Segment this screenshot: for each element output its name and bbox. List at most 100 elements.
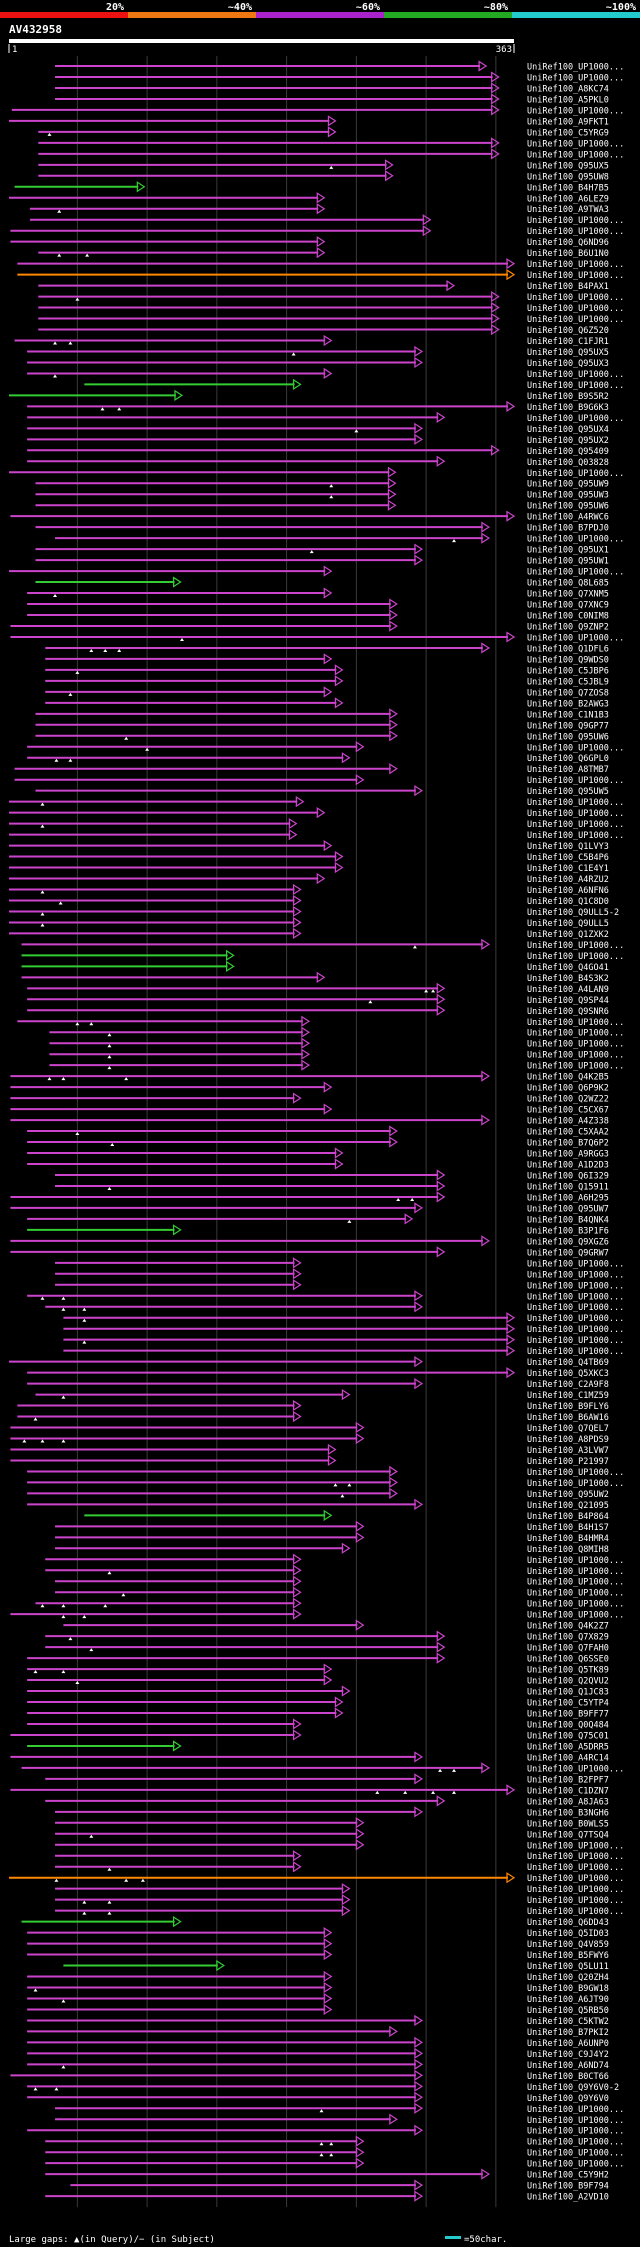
hit-arrowhead [301,1048,311,1060]
hit-arrowhead [292,378,302,391]
hit-arrowhead [334,675,344,687]
hit-row: UniRef100_UP1000... [21,949,624,962]
hit-label: UniRef100_UP1000... [527,1336,624,1346]
query-gap-marker [107,1055,112,1059]
hit-label: UniRef100_A3LVW7 [527,1446,609,1456]
query-gap-marker [291,352,296,356]
hit-label: UniRef100_B9FF77 [527,1710,609,1720]
query-gap-marker [47,1077,52,1081]
query-gap-marker [61,1999,66,2003]
hit-row: UniRef100_C5XAA2 [27,1125,609,1138]
hit-row: UniRef100_A9RGG3 [27,1147,609,1160]
hit-label: UniRef100_UP1000... [527,1611,624,1621]
hit-label: UniRef100_Q4TB69 [527,1358,609,1368]
hit-label: UniRef100_B4QNK4 [527,1215,609,1225]
hit-arrowhead [491,82,500,94]
query-gap-marker [117,407,122,411]
hit-label: UniRef100_C5Y9H2 [527,2171,609,2181]
hit-arrowhead [323,1081,333,1093]
hit-label: UniRef100_UP1000... [527,1907,624,1917]
hit-label: UniRef100_UP1000... [527,2149,624,2159]
hit-label: UniRef100_UP1000... [527,1578,624,1588]
hit-row: UniRef100_UP1000... [9,818,624,830]
hit-arrowhead [481,521,490,533]
hit-arrowhead [506,258,516,270]
hit-row: UniRef100_A4Z338 [10,1114,609,1127]
hit-row: UniRef100_B9FLY6 [17,1399,609,1412]
hit-label: UniRef100_Q7ZOS8 [527,688,609,698]
hit-row: UniRef100_Q5XKC3 [27,1367,609,1379]
hit-row: UniRef100_UP1000... [17,1015,624,1028]
hit-arrowhead [172,1224,182,1236]
hit-row: UniRef100_UP1000... [38,137,624,149]
hit-label: UniRef100_UP1000... [527,315,624,325]
hit-label: UniRef100_Q9GRW7 [527,1248,609,1258]
query-gap-marker [61,1077,66,1081]
hit-label: UniRef100_A2VD10 [527,2193,609,2203]
hit-arrowhead [341,1388,351,1401]
hit-label: UniRef100_A8KC74 [527,84,609,94]
query-gap-marker [424,989,429,993]
hit-row: UniRef100_A2VD10 [45,2190,609,2203]
hit-arrowhead [414,356,424,369]
query-gap-marker [89,1648,94,1652]
hit-row: UniRef100_A6JT90 [27,1992,609,2005]
hit-row: UniRef100_B9F794 [70,2179,609,2192]
hit-label: UniRef100_C5YTP4 [527,1699,609,1709]
hit-row: UniRef100_UP1000... [9,1872,624,1884]
hit-label: UniRef100_Q95409 [527,447,609,457]
hit-arrowhead [295,796,305,808]
hit-label: UniRef100_Q9GP77 [527,721,609,731]
hit-arrowhead [323,1948,333,1961]
hit-arrowhead [414,1773,424,1785]
hit-label: UniRef100_A6H295 [527,1193,609,1203]
hit-arrowhead [414,345,424,358]
hit-row: UniRef100_B9G6K3 [27,400,609,413]
hit-label: UniRef100_C5B4P6 [527,853,609,863]
query-gap-marker [57,253,62,257]
hit-arrowhead [323,686,333,698]
hit-label: UniRef100_UP1000... [527,1589,624,1599]
hit-row: UniRef100_A6H295 [10,1191,609,1203]
hit-label: UniRef100_B3P1F6 [527,1226,609,1236]
hit-label: UniRef100_Q9XGZ6 [527,1237,609,1247]
hit-arrowhead [316,192,326,204]
hit-arrowhead [506,1345,516,1357]
hit-arrowhead [481,2168,490,2180]
hit-arrowhead [292,1729,302,1741]
query-gap-marker [117,648,122,652]
hit-row: UniRef100_UP1000... [10,1608,624,1621]
hit-label: UniRef100_UP1000... [527,809,624,819]
query-gap-marker [107,1033,112,1037]
hit-row: UniRef100_Q8L685 [35,576,609,589]
hit-row: UniRef100_UP1000... [38,290,624,303]
hit-row: UniRef100_UP1000... [9,807,624,819]
hit-arrowhead [292,1597,302,1609]
hit-label: UniRef100_Q6I329 [527,1171,609,1181]
hit-arrowhead [316,247,326,259]
hit-row: UniRef100_C1FJR1 [14,334,609,347]
hit-arrowhead [292,927,302,940]
hit-arrowhead [414,2069,424,2081]
hit-label: UniRef100_Q75C01 [527,1731,609,1741]
hit-arrowhead [414,1290,424,1302]
hit-row: UniRef100_Q6GPL0 [27,752,609,764]
query-gap-marker [100,407,105,411]
hit-row: UniRef100_Q7QEL7 [10,1421,609,1434]
hit-label: UniRef100_C1E4Y1 [527,864,609,874]
hit-row: UniRef100_Q95UW5 [35,785,609,797]
hit-row: UniRef100_Q9GRW7 [10,1246,609,1258]
query-gap-marker [68,341,73,345]
hit-label: UniRef100_UP1000... [527,820,624,830]
hit-label: UniRef100_Q2WZ22 [527,1095,609,1105]
hit-arrowhead [323,653,333,665]
hit-arrowhead [506,1312,516,1324]
hit-label: UniRef100_B9F794 [527,2182,609,2192]
hit-row: UniRef100_Q9WDS0 [45,653,609,665]
hit-arrowhead [436,411,446,423]
query-gap-marker [61,1604,66,1608]
hit-label: UniRef100_B9GW18 [527,1984,609,1994]
hit-arrowhead [414,2058,424,2070]
query-gap-marker [410,1197,415,1201]
hit-row: UniRef100_UP1000... [49,1059,624,1072]
